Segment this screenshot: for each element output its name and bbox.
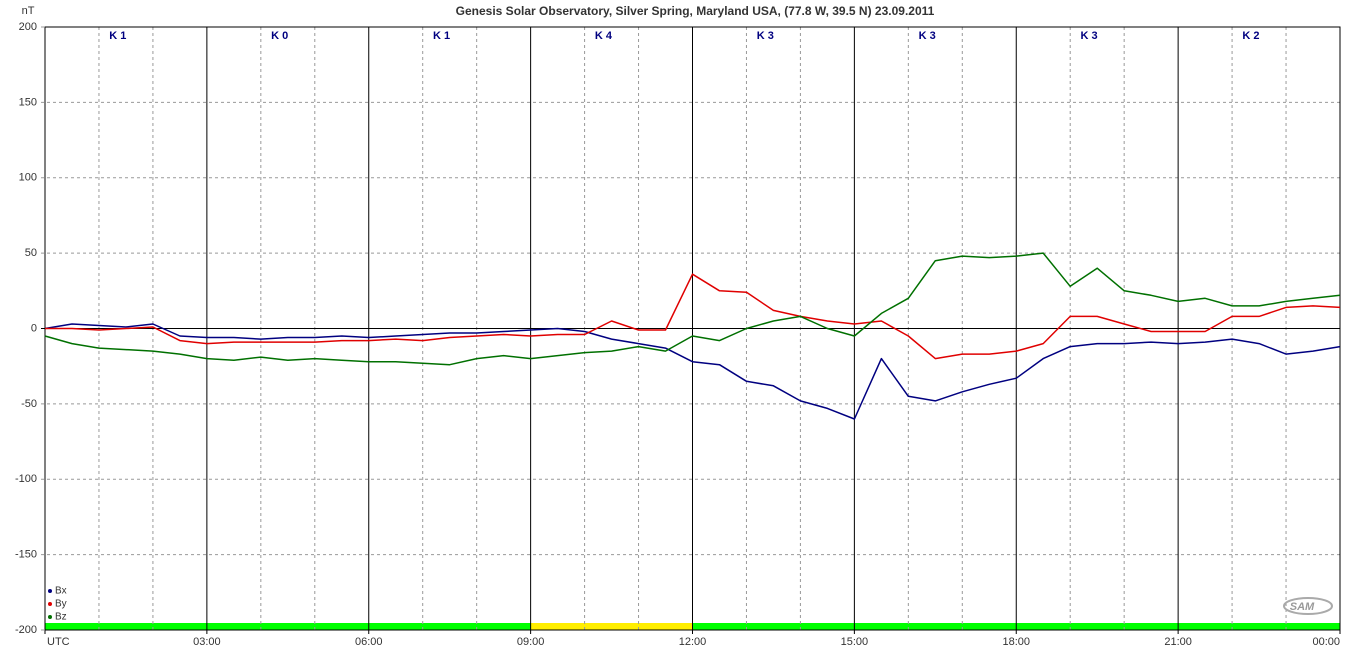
y-tick-label: 200 [19, 21, 37, 33]
k-index-bar [368, 623, 531, 630]
k-index-bar [692, 623, 855, 630]
k-index-label: K 2 [1242, 30, 1259, 42]
k-index-label: K 0 [271, 30, 288, 42]
k-index-label: K 4 [595, 30, 613, 42]
y-tick-label: -150 [15, 549, 37, 561]
y-tick-label: 100 [19, 172, 37, 184]
x-tick-label: UTC [47, 636, 70, 648]
x-tick-label: 09:00 [517, 636, 545, 648]
chart-title: Genesis Solar Observatory, Silver Spring… [456, 4, 935, 18]
y-axis-label: nT [22, 5, 35, 17]
k-index-bar [1016, 623, 1179, 630]
legend-label: By [55, 599, 67, 610]
k-index-bar [45, 623, 207, 630]
y-tick-label: -50 [21, 398, 37, 410]
k-index-label: K 1 [109, 30, 126, 42]
series-line [44, 252, 1341, 366]
k-index-bar [206, 623, 369, 630]
y-tick-label: -100 [15, 473, 37, 485]
k-index-bar [854, 623, 1017, 630]
legend-label: Bz [55, 612, 67, 623]
legend-marker [48, 602, 52, 606]
x-tick-label: 06:00 [355, 636, 383, 648]
x-tick-label: 21:00 [1164, 636, 1192, 648]
y-tick-label: -200 [15, 624, 37, 636]
x-tick-label: 15:00 [841, 636, 869, 648]
legend-marker [48, 589, 52, 593]
x-tick-label: 03:00 [193, 636, 221, 648]
y-tick-label: 50 [25, 247, 37, 259]
legend-marker [48, 615, 52, 619]
x-tick-label: 00:00 [1312, 636, 1340, 648]
series-line [45, 273, 1341, 360]
x-tick-label: 18:00 [1002, 636, 1030, 648]
k-index-bar [530, 623, 693, 630]
x-tick-label: 12:00 [679, 636, 707, 648]
k-index-label: K 3 [1081, 30, 1098, 42]
series-line [44, 323, 1341, 420]
k-index-label: K 3 [919, 30, 936, 42]
k-index-label: K 3 [757, 30, 774, 42]
y-tick-label: 150 [19, 96, 37, 108]
k-index-label: K 1 [433, 30, 450, 42]
k-index-bar [1178, 623, 1340, 630]
legend-label: Bx [55, 586, 67, 597]
y-tick-label: 0 [31, 322, 37, 334]
logo: SAM [1290, 601, 1315, 613]
logo-ring [1283, 597, 1333, 615]
